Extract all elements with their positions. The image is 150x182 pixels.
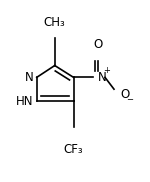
Text: O: O <box>120 88 129 101</box>
Text: N: N <box>25 71 34 84</box>
Text: N: N <box>98 71 106 84</box>
Text: +: + <box>103 66 110 75</box>
Text: CF₃: CF₃ <box>64 143 83 156</box>
Text: HN: HN <box>16 94 34 108</box>
Text: CH₃: CH₃ <box>44 16 66 29</box>
Text: O: O <box>93 38 102 51</box>
Text: −: − <box>126 95 133 104</box>
